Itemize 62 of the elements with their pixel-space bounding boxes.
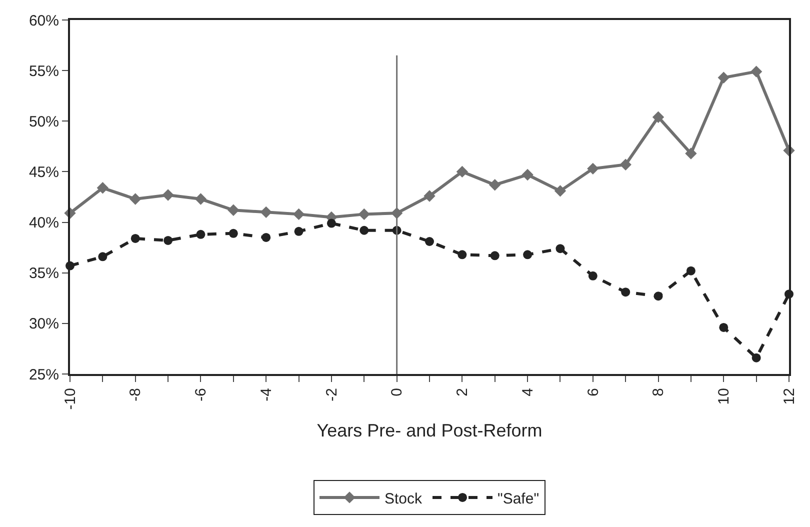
point [96, 182, 109, 194]
y-tick-label: 25% [28, 366, 59, 384]
point [260, 206, 272, 218]
point [752, 353, 761, 362]
x-tick-label: 10 [716, 388, 733, 405]
point [292, 208, 305, 220]
x-tick-label: 4 [519, 388, 536, 396]
point [652, 111, 664, 123]
x-tick-label: -6 [192, 388, 210, 402]
point [554, 185, 566, 197]
legend-label: Stock [384, 490, 423, 508]
point [262, 232, 271, 242]
point [358, 208, 370, 220]
x-tick-label: -10 [62, 388, 79, 410]
point [556, 244, 565, 254]
point [425, 237, 434, 246]
point [654, 292, 663, 301]
x-tick-label: 6 [584, 388, 602, 396]
point [587, 162, 599, 175]
x-tick-label: 12 [780, 388, 798, 405]
point [620, 158, 632, 170]
point [489, 179, 501, 191]
y-tick-label: 35% [28, 265, 59, 282]
legend-label: "Safe" [498, 490, 540, 508]
point [718, 72, 730, 84]
point [523, 250, 532, 260]
point [621, 288, 630, 297]
point [458, 250, 467, 260]
y-tick-label: 55% [28, 62, 59, 80]
x-tick-label: -8 [127, 388, 144, 402]
x-axis-title: Years Pre- and Post-Reform [316, 420, 542, 440]
y-tick-label: 60% [28, 12, 59, 30]
point [750, 66, 762, 78]
point [686, 266, 696, 276]
point [130, 193, 142, 205]
point [522, 168, 534, 181]
y-tick-label: 30% [28, 316, 59, 333]
point [326, 218, 336, 228]
point [685, 148, 697, 160]
point [294, 226, 304, 236]
y-tick-label: 40% [28, 214, 59, 232]
x-tick-label: -4 [258, 388, 275, 402]
point [130, 234, 140, 243]
point [456, 166, 468, 178]
point [228, 228, 238, 238]
point [228, 204, 240, 216]
point [196, 230, 206, 239]
y-tick-label: 50% [28, 113, 59, 130]
point [424, 190, 436, 202]
point [360, 226, 369, 235]
point [490, 251, 500, 260]
x-tick-label: 0 [388, 388, 406, 396]
x-tick-label: -2 [323, 388, 340, 402]
point [588, 271, 598, 280]
point [164, 236, 173, 245]
x-tick-label: 8 [650, 388, 668, 396]
point [98, 252, 108, 262]
point [719, 322, 728, 332]
point [194, 193, 207, 205]
x-tick-label: 2 [454, 388, 472, 396]
y-tick-label: 45% [28, 164, 59, 181]
point [162, 189, 174, 201]
